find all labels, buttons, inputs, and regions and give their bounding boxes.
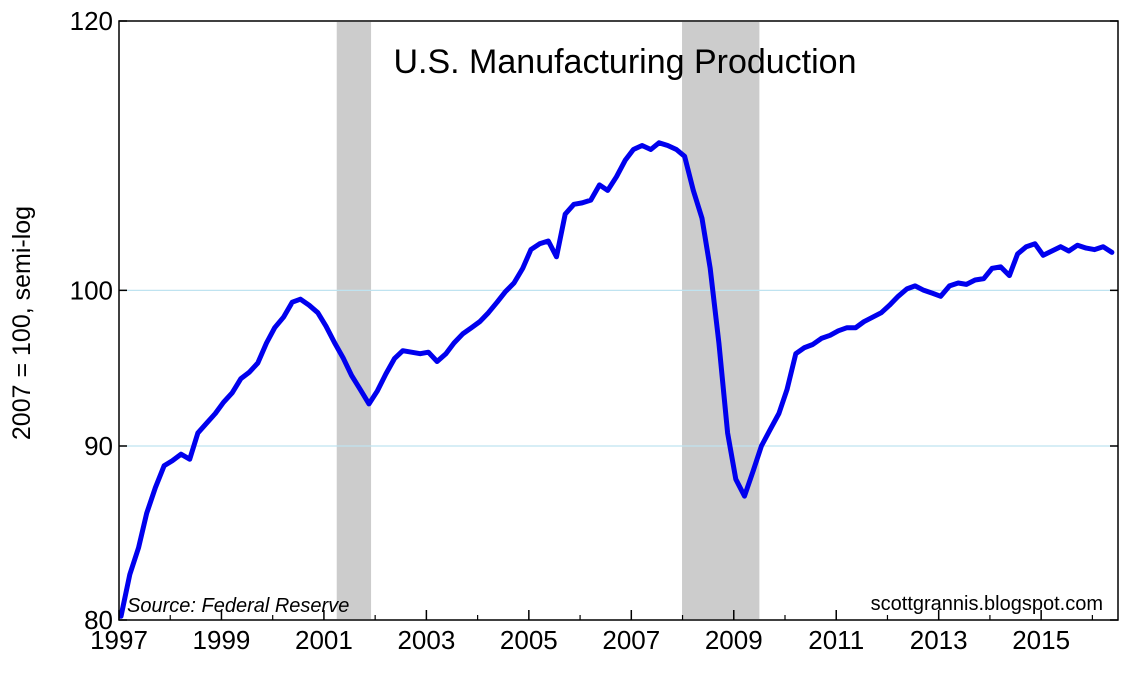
credit-annotation: scottgrannis.blogspot.com: [871, 593, 1103, 615]
y-axis-label: 2007 = 100, semi-log: [8, 206, 36, 440]
chart-title: U.S. Manufacturing Production: [393, 43, 856, 81]
x-tick-label-2009: 2009: [705, 625, 763, 655]
series-lines: [118, 140, 1115, 619]
series-line-1: [118, 140, 1115, 619]
x-tick-label-2005: 2005: [500, 625, 558, 655]
x-tick-label-2001: 2001: [295, 625, 353, 655]
x-tick-label-1999: 1999: [193, 625, 251, 655]
plot-frame: [118, 20, 1119, 621]
recession-bands: [336, 22, 760, 619]
x-tick-label-2013: 2013: [910, 625, 968, 655]
x-tick-label-2011: 2011: [808, 625, 864, 655]
recession-band-2: [682, 22, 760, 619]
y-tick-label-100: 100: [70, 275, 113, 305]
x-tick-label-2007: 2007: [602, 625, 660, 655]
x-tick-label-2003: 2003: [397, 625, 455, 655]
source-annotation: Source: Federal Reserve: [127, 595, 349, 617]
axis-ticks: 80 90 100 120 1997 1999 2001 2003 2005 2007 2009 20…: [70, 6, 1118, 655]
recession-band-1: [336, 22, 372, 619]
x-tick-label-2015: 2015: [1012, 625, 1070, 655]
gridlines: [119, 289, 1118, 447]
y-tick-label-90: 90: [84, 431, 113, 461]
y-tick-label-120: 120: [70, 6, 113, 36]
x-tick-label-1997: 1997: [90, 625, 148, 655]
y-tick-label-80: 80: [84, 605, 113, 635]
